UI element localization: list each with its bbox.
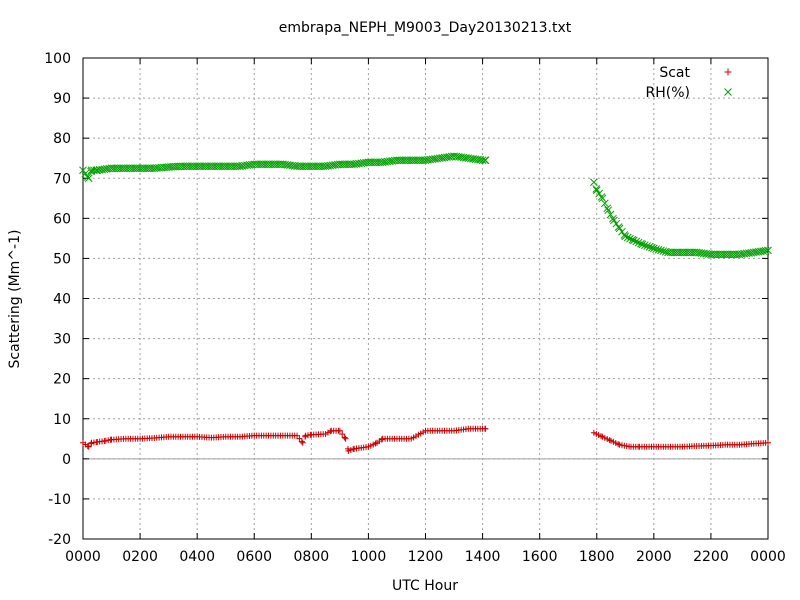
scat-point: [294, 432, 301, 439]
x-tick-label: 2000: [636, 549, 672, 565]
y-tick-label: 30: [53, 332, 71, 348]
series-rh: [79, 152, 772, 259]
y-tick-label: 50: [53, 251, 71, 267]
x-tick-label: 1400: [465, 549, 501, 565]
rh-point: [603, 204, 612, 213]
x-tick-label: 1800: [579, 549, 615, 565]
rh-point: [648, 243, 656, 252]
scat-point: [336, 427, 343, 434]
y-tick-label: 0: [62, 452, 71, 468]
rh-point: [638, 240, 647, 249]
rh-point: [657, 246, 665, 255]
rh-point: [654, 245, 663, 254]
rh-point: [84, 174, 93, 183]
x-tick-label: 0200: [122, 549, 158, 565]
scat-point: [339, 431, 346, 438]
rh-point: [606, 210, 615, 219]
legend-scat-marker: [724, 68, 732, 76]
x-tick-label: 0600: [236, 549, 272, 565]
y-tick-label: 70: [53, 171, 71, 187]
y-tick-label: 60: [53, 211, 71, 227]
rh-point: [659, 247, 668, 255]
series-scat: [80, 425, 771, 454]
rh-point: [598, 194, 607, 203]
scat-point: [765, 439, 771, 446]
scat-point: [482, 425, 489, 432]
rh-point: [634, 238, 643, 247]
rh-point: [645, 243, 654, 251]
rh-point: [81, 169, 90, 178]
x-tick-label: 0400: [179, 549, 215, 565]
rh-point: [643, 242, 652, 250]
rh-point: [764, 246, 772, 255]
rh-point: [632, 237, 641, 246]
rh-point: [640, 241, 649, 250]
rh-point: [478, 156, 487, 165]
x-axis-ticks: 0000 0200 0400 0600 0800 1000 1200 1400 1600 1800…: [65, 58, 786, 565]
scat-point: [378, 436, 385, 443]
y-tick-label: 40: [53, 292, 71, 308]
scat-point: [598, 433, 605, 440]
rh-point: [609, 214, 617, 223]
rh-point: [90, 166, 98, 175]
rh-point: [621, 232, 630, 241]
rh-point: [592, 185, 601, 193]
rh-point: [610, 216, 618, 225]
rh-point: [626, 234, 634, 243]
rh-point: [590, 178, 598, 187]
scat-point: [606, 437, 613, 444]
scat-point: [341, 434, 348, 441]
rh-point: [592, 186, 601, 195]
scat-point: [298, 438, 305, 445]
scat-point: [327, 428, 334, 435]
grid: [83, 58, 768, 539]
rh-point: [630, 236, 638, 245]
rh-point: [600, 199, 609, 208]
scat-point: [299, 439, 306, 446]
y-axis-ticks: -20 -10 0 10 20 30 40 50 60 70 80 90 100: [44, 51, 768, 548]
y-tick-label: 20: [53, 372, 71, 388]
x-tick-label: 1600: [522, 549, 558, 565]
y-tick-label: -20: [48, 532, 71, 548]
x-axis-label: UTC Hour: [392, 578, 458, 594]
scat-point: [85, 443, 92, 450]
rh-point: [79, 166, 87, 175]
y-tick-label: 80: [53, 131, 71, 147]
chart-title: embrapa_NEPH_M9003_Day20130213.txt: [279, 20, 572, 36]
x-tick-label: 0000: [750, 549, 786, 565]
x-tick-label: 0000: [65, 549, 101, 565]
y-tick-label: -10: [48, 492, 71, 508]
legend-label: Scat: [659, 65, 690, 81]
x-tick-label: 2200: [693, 549, 729, 565]
rh-point: [649, 244, 658, 253]
rh-point: [628, 235, 637, 244]
scat-point: [372, 440, 379, 447]
rh-point: [604, 206, 613, 215]
rh-point: [612, 219, 621, 228]
x-tick-label: 0800: [294, 549, 330, 565]
x-tick-label: 1000: [351, 549, 387, 565]
data-points: [79, 152, 772, 454]
y-tick-label: 90: [53, 91, 71, 107]
y-tick-label: 10: [53, 412, 71, 428]
legend-rh-marker: [724, 88, 732, 96]
scat-point: [84, 443, 91, 450]
x-tick-label: 1200: [408, 549, 444, 565]
scat-point: [296, 435, 303, 442]
rh-point: [595, 189, 603, 198]
y-tick-label: 100: [44, 51, 71, 67]
scat-point: [615, 441, 622, 448]
rh-point: [481, 156, 490, 165]
rh-point: [761, 246, 770, 255]
scat-point: [342, 435, 349, 442]
legend: Scat RH(%): [646, 65, 732, 101]
rh-point: [652, 245, 661, 253]
legend-label: RH(%): [646, 85, 690, 101]
y-axis-label: Scattering (Mm^-1): [7, 230, 23, 369]
rh-point: [623, 233, 632, 242]
rh-point: [615, 224, 624, 233]
